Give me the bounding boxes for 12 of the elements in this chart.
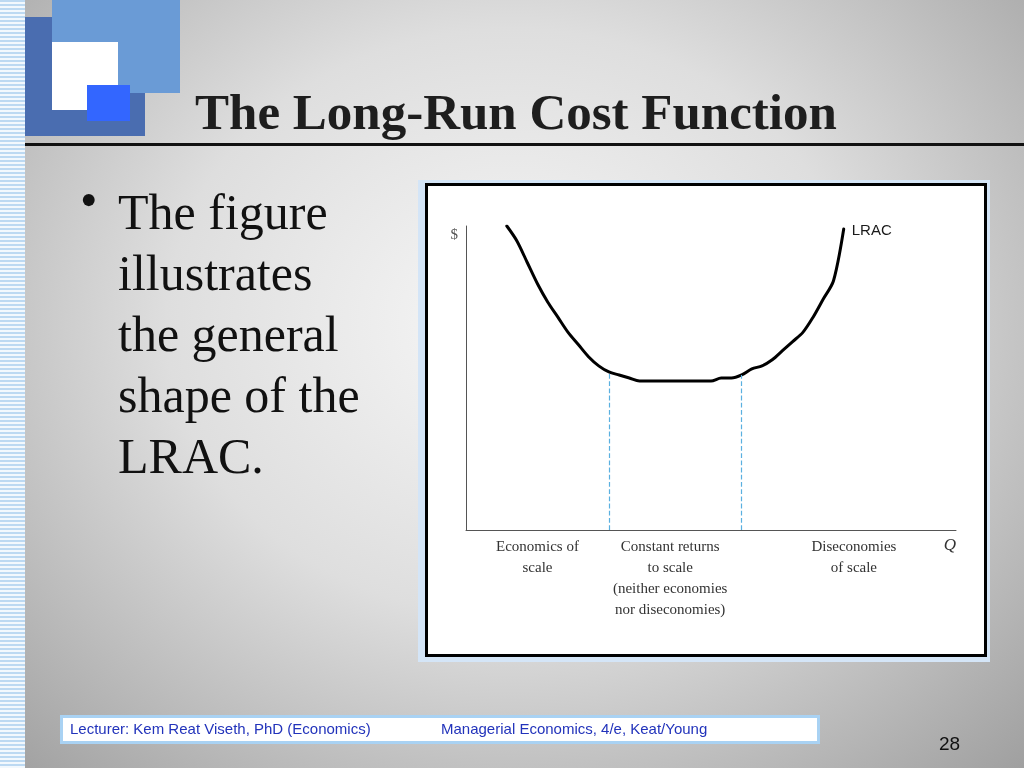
text: • <box>80 171 98 230</box>
x-tick-label: Economics of scale <box>496 537 579 575</box>
x-tick-label: Constant returns to scale (neither economies nor diseconomies) <box>612 537 728 618</box>
y-axis-title: $ <box>450 225 459 242</box>
text: 28 <box>939 733 961 755</box>
x-axis-title: Q <box>943 535 956 554</box>
text: The figure illustrates the general shape of the LRAC. <box>118 183 361 486</box>
x-tick-label: Diseconomies of scale <box>811 537 897 575</box>
text: Managerial Economics, 4/e, Keat/Young <box>441 720 708 737</box>
chart-title: The Long-Run Cost Function <box>195 83 837 142</box>
series-label: LRAC <box>851 220 892 238</box>
text: Lecturer: Kem Reat Viseth, PhD (Economics) <box>70 720 371 737</box>
